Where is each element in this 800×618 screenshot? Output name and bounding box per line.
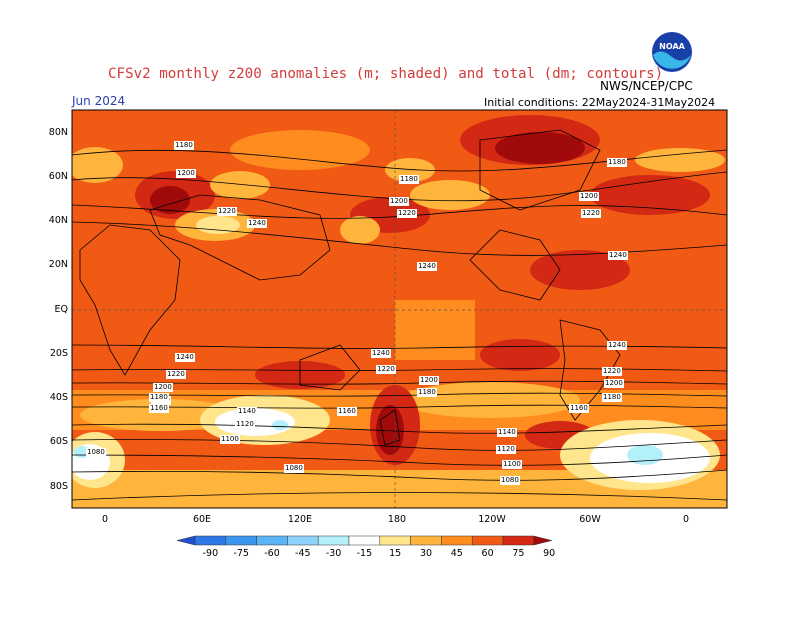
lon-label: 0 bbox=[101, 514, 109, 525]
contour-label: 1240 bbox=[607, 341, 627, 350]
contour-label: 1180 bbox=[417, 388, 437, 397]
lat-label: 60N bbox=[48, 171, 68, 182]
lat-label: 40N bbox=[48, 215, 68, 226]
contour-label: 1200 bbox=[389, 197, 409, 206]
colorbar-label: -30 bbox=[325, 548, 342, 559]
colorbar-swatch bbox=[410, 535, 442, 546]
contour-label: 1240 bbox=[608, 251, 628, 260]
contour-label: 1080 bbox=[500, 476, 520, 485]
contour-label: 1240 bbox=[417, 262, 437, 271]
contour-label: 1220 bbox=[602, 367, 622, 376]
contour-label: 1240 bbox=[371, 349, 391, 358]
lat-label: 80N bbox=[48, 127, 68, 138]
colorbar-swatch bbox=[471, 535, 504, 546]
contour-label: 1220 bbox=[166, 370, 186, 379]
colorbar-label: 15 bbox=[389, 548, 402, 559]
colorbar-swatch bbox=[348, 535, 381, 546]
contour-label: 1180 bbox=[149, 393, 169, 402]
contour-label: 1240 bbox=[247, 219, 267, 228]
contour-label: 1120 bbox=[496, 445, 516, 454]
contour-label: 1180 bbox=[607, 158, 627, 167]
contour-label: 1100 bbox=[220, 435, 240, 444]
lat-label: 40S bbox=[49, 392, 68, 403]
colorbar-swatch bbox=[176, 535, 196, 546]
lon-label: 120E bbox=[287, 514, 313, 525]
colorbar-swatch bbox=[225, 535, 257, 546]
colorbar-label: 90 bbox=[543, 548, 556, 559]
lon-label: 60W bbox=[579, 514, 601, 525]
coastlines bbox=[71, 129, 728, 501]
contour-label: 1160 bbox=[337, 407, 357, 416]
contour-label: 1180 bbox=[174, 141, 194, 150]
colorbar-swatch bbox=[287, 535, 319, 546]
contour-label: 1080 bbox=[86, 448, 106, 457]
lat-label: 20S bbox=[49, 348, 68, 359]
colorbar-swatch bbox=[256, 535, 288, 546]
lon-label: 60E bbox=[192, 514, 212, 525]
colorbar-swatch bbox=[533, 535, 552, 546]
colorbar-label: 45 bbox=[450, 548, 463, 559]
map-frame bbox=[71, 109, 728, 509]
colorbar-label: 60 bbox=[481, 548, 494, 559]
colorbar-swatch bbox=[317, 535, 350, 546]
contour-label: 1200 bbox=[176, 169, 196, 178]
contour-label: 1160 bbox=[149, 404, 169, 413]
contour-label: 1200 bbox=[153, 383, 173, 392]
colorbar-label: 30 bbox=[419, 548, 433, 559]
lon-label: 120W bbox=[478, 514, 506, 525]
colorbar-label: -45 bbox=[295, 548, 311, 559]
contour-label: 1200 bbox=[604, 379, 624, 388]
contour-label: 1100 bbox=[502, 460, 522, 469]
contour-label: 1220 bbox=[217, 207, 237, 216]
forecast-month: Jun 2024 bbox=[72, 94, 126, 108]
contour-label: 1220 bbox=[397, 209, 417, 218]
contour-label: 1120 bbox=[235, 420, 255, 429]
lat-label: 80S bbox=[49, 481, 68, 492]
colorbar-swatch bbox=[379, 535, 411, 546]
colorbar-swatch bbox=[441, 535, 473, 546]
colorbar-label: -15 bbox=[356, 548, 373, 559]
agency-label: NWS/NCEP/CPC bbox=[600, 79, 693, 93]
contour-label: 1160 bbox=[569, 404, 589, 413]
initial-conditions: Initial conditions: 22May2024-31May2024 bbox=[484, 96, 716, 109]
contour-label: 1220 bbox=[376, 365, 396, 374]
contour-label: 1200 bbox=[419, 376, 439, 385]
lon-label: 0 bbox=[682, 514, 690, 525]
logo-text: NOAA bbox=[659, 42, 685, 51]
colorbar-label: -90 bbox=[202, 548, 219, 559]
lat-label: 20N bbox=[48, 259, 68, 270]
noaa-logo: NOAA bbox=[652, 32, 692, 72]
lon-label: 180 bbox=[387, 514, 407, 525]
contour-label: 1240 bbox=[175, 353, 195, 362]
contour-label: 1180 bbox=[602, 393, 622, 402]
colorbar-label: 75 bbox=[512, 548, 525, 559]
contour-label: 1180 bbox=[399, 175, 419, 184]
lat-label: 60S bbox=[49, 436, 68, 447]
colorbar-swatch bbox=[502, 535, 535, 546]
contour-label: 1200 bbox=[579, 192, 599, 201]
colorbar-label: -75 bbox=[233, 548, 249, 559]
contour-label: 1220 bbox=[581, 209, 601, 218]
colorbar-swatch bbox=[194, 535, 227, 546]
contour-label: 1080 bbox=[284, 464, 304, 473]
contour-label: 1140 bbox=[497, 428, 517, 437]
contour-label: 1140 bbox=[237, 407, 257, 416]
lat-label: EQ bbox=[54, 304, 68, 315]
chart-title: CFSv2 monthly z200 anomalies (m; shaded)… bbox=[108, 66, 664, 82]
colorbar-label: -60 bbox=[264, 548, 280, 559]
